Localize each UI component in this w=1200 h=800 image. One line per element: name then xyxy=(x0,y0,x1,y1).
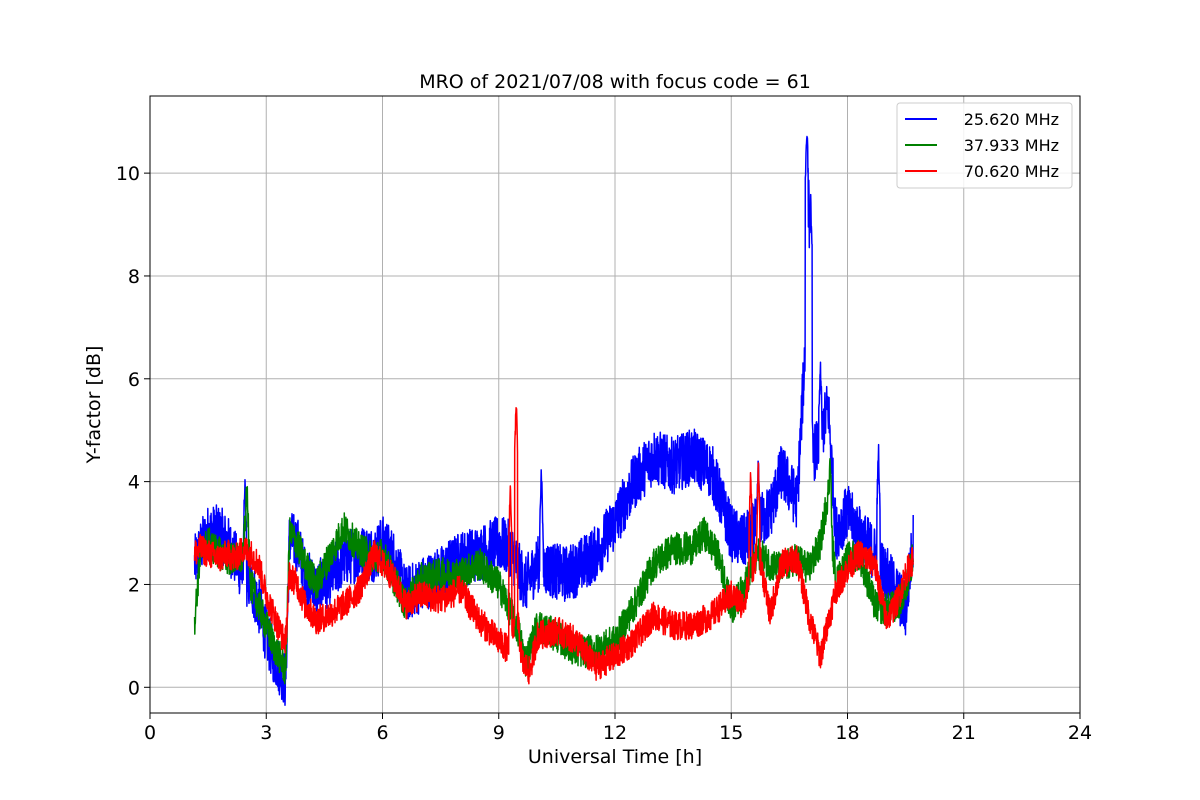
y-tick-label: 2 xyxy=(128,574,140,596)
legend-entry: 37.933 MHz xyxy=(964,136,1059,155)
chart-title: MRO of 2021/07/08 with focus code = 61 xyxy=(419,71,811,93)
y-axis-label: Y-factor [dB] xyxy=(83,346,105,465)
x-tick-label: 18 xyxy=(835,722,859,744)
x-tick-label: 21 xyxy=(952,722,976,744)
x-tick-label: 15 xyxy=(719,722,743,744)
y-tick-label: 8 xyxy=(128,266,140,288)
series-layer xyxy=(193,135,914,706)
x-tick-label: 0 xyxy=(144,722,156,744)
x-tick-label: 9 xyxy=(493,722,505,744)
y-tick-label: 10 xyxy=(116,163,140,185)
legend-box xyxy=(896,102,1073,189)
x-tick-label: 6 xyxy=(376,722,388,744)
x-tick-label: 12 xyxy=(603,722,627,744)
legend-entry: 70.620 MHz xyxy=(964,162,1059,181)
y-tick-label: 0 xyxy=(128,677,140,699)
x-tick-label: 24 xyxy=(1068,722,1092,744)
y-tick-label: 4 xyxy=(128,472,140,494)
legend-entry: 25.620 MHz xyxy=(964,110,1059,129)
series-line xyxy=(193,406,914,685)
y-tick-label: 6 xyxy=(128,369,140,391)
x-tick-label: 3 xyxy=(260,722,272,744)
legend: 25.620 MHz 37.933 MHz 70.620 MHz xyxy=(896,102,1073,189)
x-axis-label: Universal Time [h] xyxy=(528,746,702,768)
